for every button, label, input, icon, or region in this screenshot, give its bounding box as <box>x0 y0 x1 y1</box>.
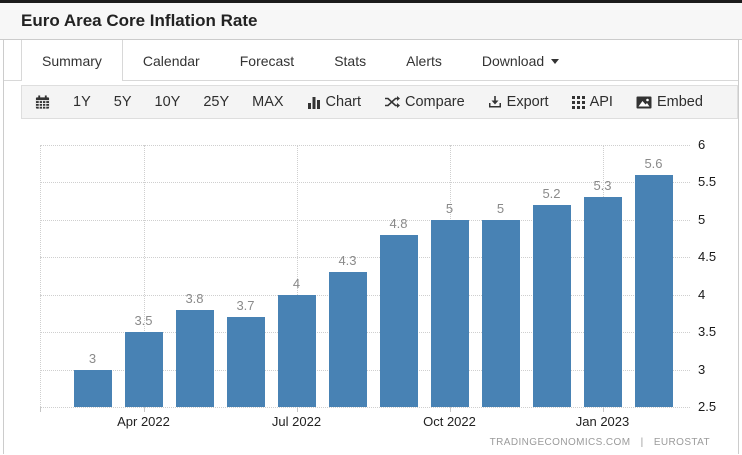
tab-summary-label: Summary <box>42 52 102 69</box>
bar <box>634 174 673 407</box>
chevron-down-icon <box>551 59 560 64</box>
y-axis-label: 6 <box>698 137 706 152</box>
bar-value-label: 4.8 <box>389 215 408 231</box>
attribution-source: TRADINGECONOMICS.COM <box>489 437 631 448</box>
range-button-1y[interactable]: 1Y <box>73 94 91 110</box>
bar-chart-icon <box>307 97 320 109</box>
x-axis-label: Jul 2022 <box>271 414 322 429</box>
tab-bar: Summary Calendar Forecast Stats Alerts D… <box>4 40 738 81</box>
range-button-25y[interactable]: 25Y <box>203 94 230 110</box>
x-axis-label: Jan 2023 <box>575 414 630 429</box>
embed-image-icon <box>636 96 652 108</box>
page-title: Euro Area Core Inflation Rate <box>21 11 258 30</box>
calendar-range-button[interactable] <box>35 94 50 110</box>
x-axis-tick <box>143 407 145 412</box>
export-label: Export <box>506 94 549 110</box>
api-button[interactable]: API <box>571 94 613 110</box>
bar-value-label: 5.6 <box>644 155 663 171</box>
bar <box>226 317 265 407</box>
y-axis-label: 2.5 <box>698 399 717 414</box>
y-gridline <box>40 145 690 146</box>
bar <box>532 204 571 407</box>
tab-alerts-label: Alerts <box>406 52 442 69</box>
y-axis-label: 4.5 <box>698 249 717 265</box>
tab-forecast-label: Forecast <box>239 52 295 69</box>
api-label: API <box>589 94 613 110</box>
tab-forecast[interactable]: Forecast <box>220 40 314 81</box>
x-gridline <box>143 145 145 407</box>
plot-left-gridline <box>40 145 41 407</box>
compare-shuffle-icon <box>385 96 401 108</box>
chart: TRADINGECONOMICS.COM | EUROSTAT 2.5 3 3.5 4… <box>4 119 738 454</box>
tab-download[interactable]: Download <box>462 40 579 81</box>
export-button[interactable]: Export <box>488 94 549 110</box>
y-axis-label: 3.5 <box>698 324 717 340</box>
x-gridline <box>296 145 298 407</box>
bar-value-label: 5.2 <box>542 185 561 201</box>
bar-value-label: 3.5 <box>134 313 153 329</box>
bar <box>481 219 520 407</box>
page-top-border <box>0 0 742 3</box>
bar-value-label: 3.8 <box>185 290 204 306</box>
tab-download-label: Download <box>481 52 545 69</box>
y-axis-label: 5 <box>698 211 706 227</box>
chart-attribution: TRADINGECONOMICS.COM | EUROSTAT <box>490 437 710 448</box>
tab-summary[interactable]: Summary <box>21 40 123 81</box>
x-axis-label: Apr 2022 <box>117 414 170 429</box>
embed-label: Embed <box>656 94 703 110</box>
compare-button[interactable]: Compare <box>384 94 465 110</box>
x-axis-tick <box>296 407 298 412</box>
api-grid-icon <box>571 95 585 109</box>
chart-type-label: Chart <box>325 94 362 110</box>
x-axis-tick <box>449 407 451 412</box>
embed-button[interactable]: Embed <box>636 94 703 110</box>
bar <box>583 197 622 407</box>
x-axis-tick <box>602 407 604 412</box>
tab-stats-label: Stats <box>334 52 367 69</box>
bar-value-label: 5.3 <box>593 178 612 194</box>
x-axis-tick <box>40 407 41 412</box>
y-gridline <box>40 407 690 408</box>
attribution-separator: | <box>640 437 644 448</box>
bar-value-label: 4.3 <box>338 253 357 269</box>
bar <box>175 309 214 407</box>
bar-value-label: 3.7 <box>236 298 255 314</box>
bar <box>277 294 316 407</box>
bar-value-label: 3 <box>88 350 97 366</box>
bar-value-label: 5 <box>445 200 454 216</box>
chart-type-button[interactable]: Chart <box>307 94 361 110</box>
bar <box>328 272 367 407</box>
export-download-icon <box>488 96 501 108</box>
range-button-max[interactable]: MAX <box>252 94 284 110</box>
tab-alerts[interactable]: Alerts <box>386 40 462 81</box>
y-gridline <box>40 219 690 221</box>
range-button-5y[interactable]: 5Y <box>113 94 132 110</box>
x-axis-label: Oct 2022 <box>423 414 476 429</box>
y-axis-label: 3 <box>698 361 706 377</box>
tab-stats[interactable]: Stats <box>314 40 386 81</box>
content-panel: Summary Calendar Forecast Stats Alerts D… <box>3 40 739 454</box>
y-axis-label: 4 <box>698 286 706 302</box>
bar-value-label: 5 <box>496 200 505 216</box>
chart-toolbar: 1Y 5Y 10Y 25Y MAX Chart <box>21 85 738 119</box>
tab-calendar[interactable]: Calendar <box>123 40 220 81</box>
bar <box>124 332 163 407</box>
bar <box>430 219 469 407</box>
calendar-icon <box>35 94 50 109</box>
y-axis-label: 5.5 <box>698 174 717 190</box>
bar <box>73 369 112 407</box>
y-gridline <box>40 182 690 184</box>
compare-label: Compare <box>405 94 465 110</box>
page-header: Euro Area Core Inflation Rate <box>0 3 742 40</box>
y-gridline <box>40 257 690 259</box>
bar <box>379 234 418 407</box>
bar-value-label: 4 <box>292 275 301 291</box>
range-button-10y[interactable]: 10Y <box>154 94 181 110</box>
attribution-provider: EUROSTAT <box>653 437 710 448</box>
tab-calendar-label: Calendar <box>142 52 200 69</box>
